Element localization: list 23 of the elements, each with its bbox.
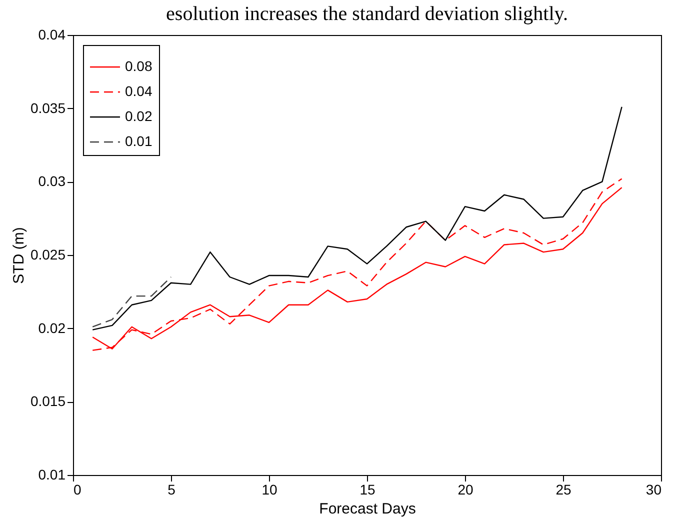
y-tick-label: 0.03 [38, 173, 66, 190]
y-tick-label: 0.025 [30, 246, 66, 262]
line-series [92, 276, 172, 328]
y-tick-label: 0.035 [30, 100, 66, 116]
legend-label: 0.01 [125, 133, 152, 149]
x-tick-label: 5 [168, 482, 176, 498]
y-tick-label: 0.015 [30, 393, 66, 410]
legend-label: 0.04 [125, 83, 152, 99]
x-tick-label: 0 [74, 482, 82, 498]
x-tick-label: 30 [646, 482, 662, 498]
y-tick-label: 0.04 [38, 26, 66, 42]
text: esolution increases the standard deviation slightly. [166, 3, 568, 25]
x-tick-label: 10 [262, 482, 278, 498]
x-axis-title: Forecast Days [319, 500, 416, 518]
y-tick-label: 0.01 [38, 466, 66, 482]
y-axis-title: STD (m) [10, 227, 28, 284]
legend-label: 0.08 [125, 58, 152, 74]
x-tick-label: 25 [556, 482, 572, 498]
line-series [92, 106, 622, 330]
legend-label: 0.02 [125, 108, 152, 124]
y-tick-label: 0.02 [38, 320, 66, 336]
x-tick-label: 15 [360, 482, 376, 498]
x-tick-label: 20 [458, 482, 474, 498]
